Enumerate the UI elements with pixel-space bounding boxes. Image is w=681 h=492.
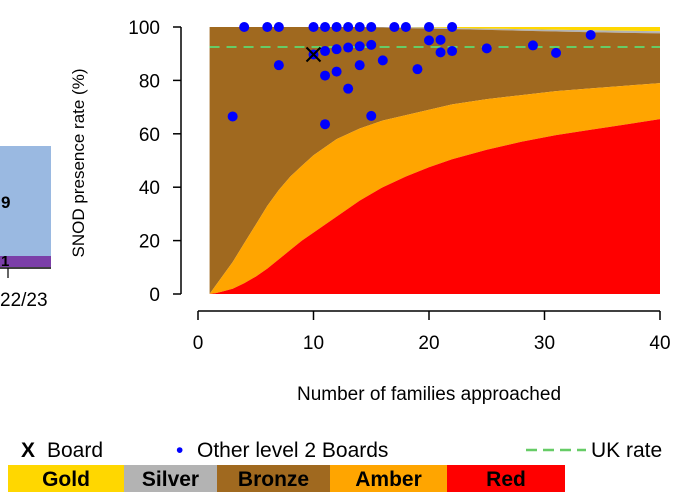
other-board-point (239, 22, 250, 32)
other-board-point (331, 44, 342, 55)
band-legend-gold-swatch (8, 465, 124, 492)
band-silver (209, 27, 660, 34)
other-board-point (343, 42, 354, 53)
y-tick-label: 20 (139, 232, 160, 253)
other-board-point (343, 22, 354, 32)
x-tick-label: 10 (303, 333, 324, 354)
band-legend: Gold Silver Bronze Amber Red (8, 465, 565, 492)
other-board-point (320, 70, 331, 81)
y-axis-label: SNOD presence rate (%) (69, 69, 88, 258)
band-legend-bronze-label: Bronze (238, 468, 309, 491)
other-board-point (354, 60, 365, 71)
x-tick-label: 40 (649, 333, 670, 354)
other-board-point (366, 39, 377, 50)
other-board-point (354, 41, 365, 52)
left-panel-fragment: 9 1 22/23 (0, 146, 51, 311)
legend-other-label: Other level 2 Boards (197, 439, 388, 462)
board-cross-b (305, 46, 322, 63)
legend-other-marker: • (176, 439, 183, 462)
board-marker (305, 46, 322, 63)
other-board-point (389, 22, 400, 32)
other-board-point (377, 55, 388, 66)
other-board-point (400, 22, 411, 32)
other-board-point (447, 22, 458, 32)
band-amber (209, 83, 660, 294)
legend-board-marker: X (21, 439, 35, 462)
band-legend-bronze-swatch (217, 465, 330, 492)
left-panel-strip (0, 256, 51, 267)
other-board-point (320, 22, 331, 32)
band-bronze (209, 27, 660, 294)
other-board-point (308, 22, 319, 32)
left-panel-tick-label: 22/23 (0, 290, 48, 311)
left-panel-bar (0, 146, 51, 256)
other-board-point (424, 22, 434, 32)
legend-board-label: Board (47, 439, 103, 462)
y-tick-label: 100 (128, 18, 160, 39)
band-legend-gold-label: Gold (42, 468, 90, 491)
other-board-point (424, 35, 434, 46)
other-board-point (366, 110, 377, 121)
other-board-point (354, 22, 365, 32)
left-panel-value-top: 9 (1, 193, 10, 212)
other-board-point (320, 46, 331, 57)
other-boards-points (227, 22, 596, 130)
other-board-point (527, 40, 538, 51)
other-board-point (262, 22, 273, 32)
left-panel-value-bottom: 1 (1, 253, 9, 270)
other-board-point (273, 60, 284, 71)
other-board-point (227, 111, 238, 122)
y-tick-label: 0 (149, 285, 160, 306)
other-board-point (320, 119, 331, 130)
band-legend-amber-label: Amber (355, 468, 422, 491)
other-board-point (331, 66, 342, 77)
band-legend-silver-swatch (124, 465, 217, 492)
legend-uk-label: UK rate (591, 439, 662, 462)
other-board-point (366, 22, 377, 32)
other-board-point (412, 64, 423, 75)
y-tick-label: 80 (139, 71, 160, 92)
band-legend-silver-label: Silver (142, 468, 199, 491)
x-tick-label: 0 (193, 333, 204, 354)
other-board-point (551, 47, 562, 58)
x-tick-label: 30 (534, 333, 555, 354)
band-legend-red-label: Red (486, 468, 526, 491)
band-gold (209, 27, 660, 32)
x-axis-label: Number of families approached (297, 384, 561, 405)
other-board-point (343, 83, 354, 94)
performance-bands (209, 27, 660, 294)
other-board-point (273, 22, 284, 32)
other-board-point (435, 34, 446, 45)
other-board-point (331, 22, 342, 32)
band-red (209, 119, 660, 294)
other-board-point (447, 46, 458, 57)
band-legend-red-swatch (447, 465, 565, 492)
other-board-point (481, 43, 492, 54)
y-tick-label: 60 (139, 125, 160, 146)
x-tick-label: 20 (418, 333, 439, 354)
legend: X Board • Other level 2 Boards UK rate (21, 439, 662, 462)
axes: 0 20 40 60 80 100 0 10 20 30 40 (128, 18, 670, 354)
band-legend-amber-swatch (330, 465, 447, 492)
other-board-point (585, 30, 596, 41)
other-board-point (435, 47, 446, 58)
y-tick-label: 40 (139, 178, 160, 199)
